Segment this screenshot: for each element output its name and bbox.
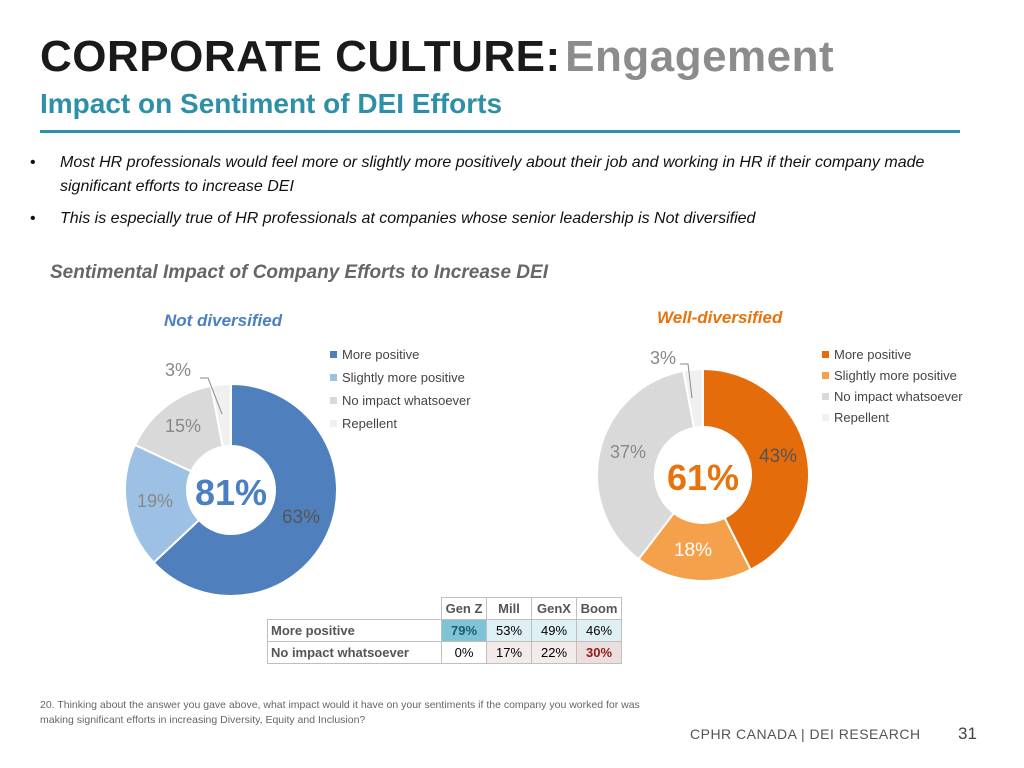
bullet-marker: • [30,154,36,171]
donut-slice-more-positive [152,382,338,597]
donut-slice-no-impact-whatsoever [596,369,696,561]
data-label: 37% [610,442,646,462]
donut-slice-more-positive [702,367,810,572]
col-header-genz: Gen Z [441,597,487,620]
legend-not-diversified: More positive Slightly more positive No im… [330,347,530,437]
generation-table: Gen Z Mill GenX Boom More positive 79% 5… [267,597,622,664]
chart-title-not-diversified: Not diversified [164,311,283,330]
table-cell: 79% [441,619,487,642]
bullet-2: • This is especially true of HR professi… [30,207,950,231]
donut-well-diversified: 43% 18% 37% 3% 61% [596,348,810,582]
legend-swatch [822,393,829,400]
table-cell: 49% [531,619,577,642]
table-cell: 22% [531,641,577,664]
table-cell: 0% [441,641,487,664]
table-cell: 53% [486,619,532,642]
legend-swatch [822,351,829,358]
legend-swatch [330,351,337,358]
center-label: 61% [667,457,739,498]
bullet-1: • Most HR professionals would feel more … [30,151,950,199]
table-cell: 30% [576,641,622,664]
center-label: 81% [195,472,267,513]
legend-well-diversified: More positive Slightly more positive No im… [822,347,1012,437]
data-label: 3% [165,360,191,380]
page-subtitle: Impact on Sentiment of DEI Efforts [40,88,503,119]
table-header-row: Gen Z Mill GenX Boom [268,597,622,620]
table-cell: 46% [576,619,622,642]
table-row: No impact whatsoever 0% 17% 22% 30% [267,641,622,664]
data-label: 19% [137,491,173,511]
data-label: 43% [759,446,797,467]
legend-label: More positive [342,347,420,362]
page-title: CORPORATE CULTURE: Engagement [40,32,834,82]
legend-label: No impact whatsoever [834,389,963,404]
chart-title-well-diversified: Well-diversified [657,308,783,327]
data-label: 63% [282,507,320,528]
donut-not-diversified: 63% 19% 15% 3% 81% [124,360,338,597]
leader-line [680,363,693,399]
title-accent: Engagement [565,32,835,81]
donut-slice-repellent [682,367,704,430]
bullet-text: This is especially true of HR profession… [60,210,756,227]
legend-label: Slightly more positive [834,368,957,383]
page-number: 31 [958,724,977,743]
table-row: More positive 79% 53% 49% 46% [267,619,622,642]
data-label: 15% [165,416,201,436]
col-header-mill: Mill [486,597,532,620]
legend-swatch [330,397,337,404]
legend-label: No impact whatsoever [342,393,471,408]
bullet-marker: • [30,210,36,227]
table-corner [268,598,442,620]
data-label: 3% [650,348,676,368]
generation-table-wrap: Gen Z Mill GenX Boom More positive 79% 5… [267,597,622,664]
donut-slice-slightly-more-positive [124,443,201,564]
legend-label: More positive [834,347,912,362]
title-divider [40,130,960,133]
row-label: No impact whatsoever [267,641,442,664]
legend-label: Repellent [834,410,889,425]
section-title: Sentimental Impact of Company Efforts to… [50,262,548,283]
legend-label: Slightly more positive [342,370,465,385]
legend-swatch [330,374,337,381]
footnote: 20. Thinking about the answer you gave a… [40,699,640,726]
col-header-genx: GenX [531,597,577,620]
legend-swatch [330,420,337,427]
legend-swatch [822,414,829,421]
bullet-text: Most HR professionals would feel more or… [60,154,925,195]
leader-line [200,377,223,415]
title-main: CORPORATE CULTURE: [40,32,561,81]
col-header-boom: Boom [576,597,622,620]
table-cell: 17% [486,641,532,664]
footer-brand: CPHR CANADA | DEI RESEARCH [690,726,921,742]
legend-label: Repellent [342,416,397,431]
data-label: 18% [674,540,712,561]
legend-swatch [822,372,829,379]
row-label: More positive [267,619,442,642]
